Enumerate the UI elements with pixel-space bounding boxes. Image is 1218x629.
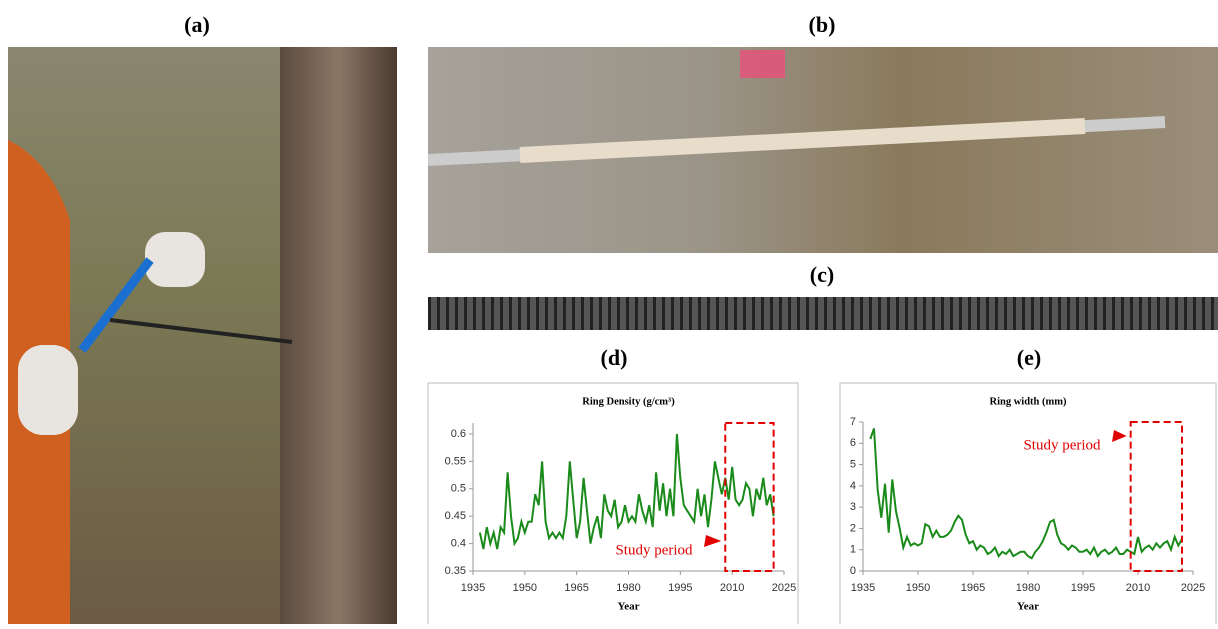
highlight-box xyxy=(724,422,775,572)
y-tick-label: 2 xyxy=(850,522,856,534)
y-tick-label: 1 xyxy=(850,544,856,556)
panel-label: (d) xyxy=(601,345,628,370)
annotation-arrow xyxy=(1112,430,1127,442)
x-tick-label: 1950 xyxy=(513,582,537,594)
y-tick-label: 0.35 xyxy=(445,565,466,577)
chart-title: Ring Density (g/cm³) xyxy=(582,396,675,407)
x-tick-label: 1995 xyxy=(1071,582,1095,594)
y-tick-label: 4 xyxy=(850,480,856,492)
x-tick-label: 1965 xyxy=(961,582,985,594)
highlight-box xyxy=(1129,421,1183,572)
annotation: Study period xyxy=(1023,437,1101,453)
x-tick-label: 1965 xyxy=(564,582,588,594)
data-line xyxy=(478,433,775,550)
x-tick-label: 2025 xyxy=(772,582,796,594)
panel-label: (c) xyxy=(810,262,834,287)
x-axis-label: Year xyxy=(1017,601,1039,613)
x-tick-label: 1980 xyxy=(1016,582,1040,594)
y-tick-label: 6 xyxy=(850,437,856,449)
annotation: Study period xyxy=(615,542,693,558)
panel-label: (e) xyxy=(1017,345,1041,370)
chart-title: Ring width (mm) xyxy=(989,396,1067,407)
x-tick-label: 2010 xyxy=(720,582,744,594)
wood-core xyxy=(519,118,1086,163)
glove xyxy=(18,345,78,435)
x-tick-label: 1950 xyxy=(906,582,930,594)
x-tick-label: 2010 xyxy=(1126,582,1150,594)
y-tick-label: 7 xyxy=(850,416,856,428)
x-axis-label: Year xyxy=(618,601,640,613)
tree-trunk xyxy=(280,47,397,624)
y-tick-label: 0.45 xyxy=(445,510,466,522)
y-tick-label: 0 xyxy=(850,565,856,577)
x-tick-label: 1980 xyxy=(616,582,640,594)
data-line xyxy=(869,428,1183,560)
y-tick-label: 0.5 xyxy=(451,483,466,495)
borer-shaft xyxy=(109,318,293,344)
panel-label: (b) xyxy=(809,12,836,37)
spacer xyxy=(800,383,801,384)
core-scan xyxy=(428,297,1218,330)
x-tick-label: 1995 xyxy=(668,582,692,594)
x-tick-label: 2025 xyxy=(1181,582,1205,594)
borer-handle xyxy=(78,257,154,353)
y-tick-label: 0.4 xyxy=(451,537,466,549)
y-tick-label: 0.6 xyxy=(451,428,466,440)
x-tick-label: 1935 xyxy=(851,582,875,594)
glove xyxy=(145,232,205,287)
paint-mark xyxy=(740,50,785,78)
y-tick-label: 0.55 xyxy=(445,455,466,467)
y-tick-label: 5 xyxy=(850,458,856,470)
annotation-arrow xyxy=(704,535,722,547)
y-tick-label: 3 xyxy=(850,501,856,513)
x-tick-label: 1935 xyxy=(461,582,485,594)
panel-label: (a) xyxy=(184,12,210,37)
